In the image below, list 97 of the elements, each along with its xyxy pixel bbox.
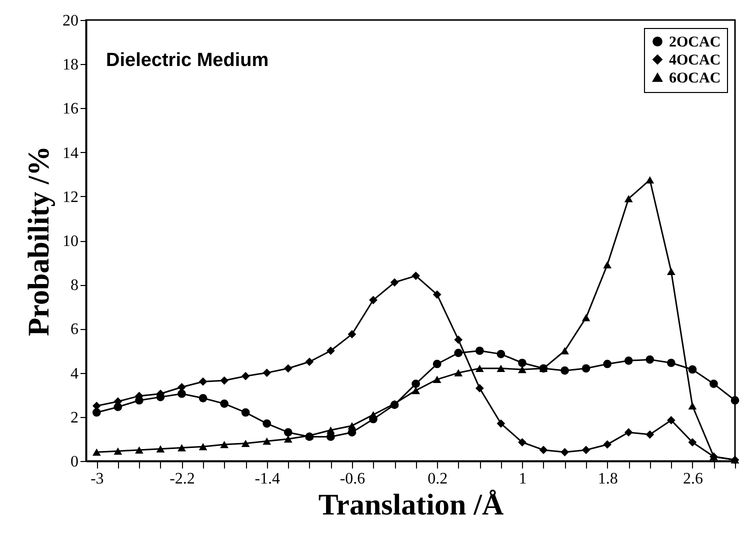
point [156,445,165,452]
point [582,314,590,322]
point [241,372,250,380]
point [539,446,548,454]
point [688,365,697,374]
y-tick-label: 12 [62,188,78,206]
point [220,399,228,408]
point [198,377,208,386]
point [582,364,590,373]
point [241,440,250,447]
point [518,358,526,368]
legend-label: 2OCAC [669,34,721,50]
point [688,438,697,446]
point [730,396,740,405]
point [454,348,463,358]
point [369,411,378,418]
y-tick-label: 20 [62,12,78,30]
point [432,360,442,368]
point [262,419,272,428]
point [198,394,208,402]
point [348,422,356,430]
point [646,430,654,439]
point [198,443,208,450]
point [666,268,676,275]
point [326,346,335,355]
point [92,408,101,417]
text: Dielectric Medium [106,50,269,71]
point [603,440,612,449]
x-tick-label: -0.6 [340,470,366,488]
point [666,358,676,368]
point [284,435,292,443]
point [475,346,484,355]
x-tick-label: 1 [518,470,527,488]
point [114,447,122,455]
x-tick-label: 0.2 [428,470,448,488]
y-tick-label: 18 [62,56,78,74]
y-tick-label: 10 [62,233,78,250]
point [454,369,463,376]
point [348,330,356,338]
point [284,428,292,437]
point [560,448,569,456]
point [454,336,463,344]
point [624,356,633,365]
legend-label: 6OCAC [669,70,721,86]
point [412,272,420,280]
point [241,408,250,417]
point [305,358,314,366]
point [496,364,506,372]
point [369,296,378,304]
point [412,380,420,388]
point [582,446,590,454]
x-tick-label: -2.2 [170,470,195,488]
x-axis-title: Translation /Å [318,488,504,522]
point [92,448,101,456]
point [518,438,526,446]
point [710,380,718,388]
point [496,350,506,358]
point [688,402,697,410]
point [135,446,144,454]
y-tick-label: 14 [62,144,78,162]
x-tick-label: 2.6 [682,470,703,488]
y-tick-label: 2 [70,409,78,426]
point [560,347,569,354]
point [326,426,335,434]
point [646,355,654,364]
point [475,384,484,392]
point [220,440,228,448]
point [646,176,654,184]
point [178,390,186,398]
point [178,444,186,452]
point [496,419,506,428]
point [432,290,442,299]
y-axis-title: Probability /% [22,146,56,336]
point [560,366,569,375]
y-tick-label: 8 [70,277,78,294]
point [624,194,633,202]
x-tick-label: 1.8 [598,470,618,488]
point [284,364,292,373]
point [666,416,676,424]
point [220,376,228,385]
point [475,364,484,372]
x-tick-label: -1.4 [254,470,280,488]
point [390,278,399,287]
legend-label: 4OCAC [669,52,721,68]
y-tick-label: 16 [62,100,78,118]
point [432,376,442,384]
y-tick-label: 6 [70,321,78,338]
y-tick-label: 4 [70,365,78,382]
point [518,366,526,374]
y-tick-label: 0 [70,454,78,470]
point [262,368,272,377]
x-tick-label: -3 [90,470,104,488]
point [603,360,612,368]
point [412,386,420,394]
point [262,438,272,445]
point [603,261,612,268]
point [624,428,633,437]
